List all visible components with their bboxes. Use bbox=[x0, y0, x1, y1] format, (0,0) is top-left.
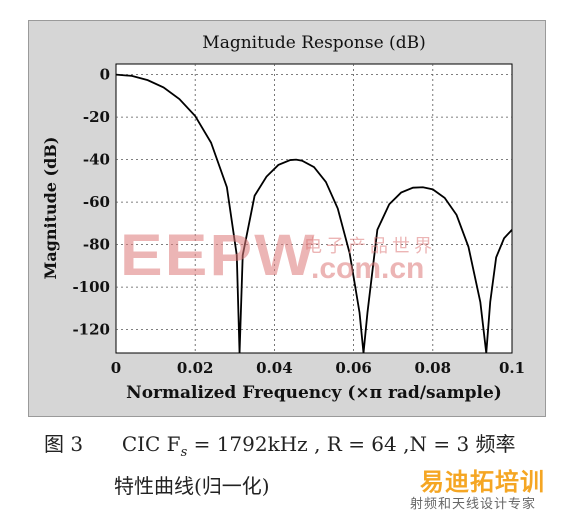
watermark-domain: .com.cn bbox=[311, 252, 425, 285]
x-tick-label: 0.06 bbox=[335, 359, 372, 377]
y-tick-label: -80 bbox=[83, 236, 110, 254]
watermark-cn-text: 电子产品世界 bbox=[304, 236, 436, 257]
series-line-magnitude bbox=[115, 73, 513, 354]
y-tick-label: -100 bbox=[72, 278, 110, 296]
x-tick-label: 0.02 bbox=[177, 359, 214, 377]
chart-title: Magnitude Response (dB) bbox=[202, 33, 425, 53]
y-tick-label: -120 bbox=[72, 321, 110, 339]
x-tick-label: 0.08 bbox=[415, 359, 452, 377]
y-tick-label: -20 bbox=[83, 108, 110, 126]
x-tick-label: 0.04 bbox=[256, 359, 293, 377]
grid-lines bbox=[116, 64, 512, 353]
figure-label: 图 3 bbox=[44, 432, 84, 456]
x-tick-label: 0 bbox=[111, 359, 121, 377]
y-tick-label: -40 bbox=[83, 151, 110, 169]
y-tick-label: -60 bbox=[83, 193, 110, 211]
figure-caption-line2: 特性曲线(归一化) bbox=[114, 474, 270, 498]
x-axis-label: Normalized Frequency (×π rad/sample) bbox=[126, 383, 502, 403]
caption-text-start: CIC F bbox=[121, 432, 181, 456]
training-logo: 易迪拓培训 bbox=[420, 468, 545, 496]
caption-text-rest: = 1792kHz , R = 64 ,N = 3 频率 bbox=[193, 432, 516, 456]
x-tick-label: 0.1 bbox=[499, 359, 525, 377]
training-logo-subtitle: 射频和天线设计专家 bbox=[410, 497, 537, 512]
y-axis-label: Magnitude (dB) bbox=[41, 137, 60, 280]
figure-caption-line1: 图 3 CIC Fs = 1792kHz , R = 64 ,N = 3 频率 bbox=[44, 428, 516, 460]
watermark-brand: EEPW bbox=[120, 223, 317, 288]
plot-area bbox=[115, 63, 513, 354]
axis-ticks: 0 0.02 0.04 0.06 0.08 0.1 0 -20 -40 -60 -80 -100 -12… bbox=[72, 66, 525, 377]
caption-subscript: s bbox=[180, 445, 188, 460]
y-tick-label: 0 bbox=[100, 66, 110, 84]
